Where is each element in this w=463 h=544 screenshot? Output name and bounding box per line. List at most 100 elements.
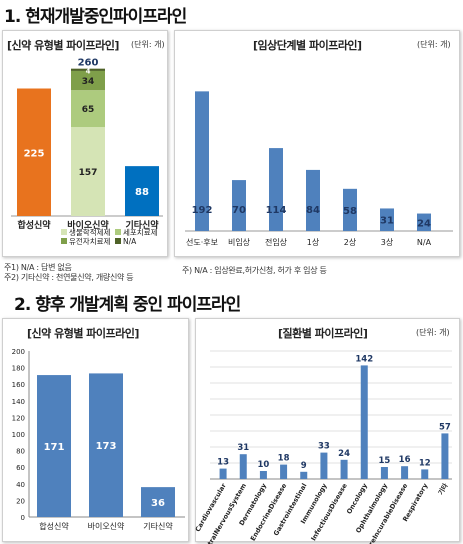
bar-label-phase: 84: [306, 205, 320, 216]
bar-future-type: [141, 487, 175, 517]
chart-d-unit: (단위: 개): [416, 328, 450, 337]
chart-d-svg: 13Cardiovascular31CentralNervousSystem10…: [194, 350, 452, 544]
note-1: 주1) N/A : 답변 없음: [4, 263, 72, 272]
y-tick-label: 60: [16, 464, 25, 472]
category-label-disease: EndocrineDisease: [249, 481, 289, 542]
category-label-phase: 선도·후보: [186, 238, 218, 247]
bar-label-disease: 57: [439, 422, 451, 432]
bar-phase: [232, 180, 246, 231]
bar-segment-bio-3: [71, 70, 105, 91]
bar-segment-bio-2: [71, 90, 105, 128]
bar-phase: [417, 213, 431, 231]
bar-label-disease: 31: [237, 443, 249, 453]
bar-phase: [380, 208, 394, 231]
legend-label: N/A: [123, 237, 137, 246]
note-3: 주) N/A : 임상완료,허가신청, 허가 후 임상 등: [182, 266, 327, 275]
bar-disease: [401, 466, 409, 479]
legend-swatch: [115, 229, 121, 235]
bar-label-disease: 15: [378, 456, 390, 466]
section-title-current: 1. 현재개발중인파이프라인: [4, 7, 187, 27]
y-tick-label: 160: [12, 381, 25, 389]
bar-label-disease: 16: [399, 455, 411, 465]
chart-b-title: [임상단계별 파이프라인]: [253, 39, 362, 52]
segment-label-bio-4: 4: [86, 67, 91, 75]
segment-label-bio-3: 34: [82, 77, 95, 87]
category-label-phase: 비임상: [228, 237, 251, 247]
legend-label: 세포치료제: [123, 228, 158, 237]
category-label-future-type: 바이오신약: [88, 521, 125, 531]
bar-disease: [280, 464, 288, 479]
y-tick-label: 180: [12, 365, 25, 373]
y-tick-label: 100: [12, 431, 25, 439]
bar-label-future-type: 173: [96, 441, 117, 452]
chart-a-title: [신약 유형별 파이프라인]: [7, 39, 119, 52]
category-label: 기타신약: [125, 219, 159, 231]
bar-segment-bio-4: [71, 68, 105, 71]
legend-swatch: [115, 238, 121, 244]
legend-label: 유전자치료제: [69, 236, 110, 246]
y-tick-label: 200: [12, 348, 25, 356]
bar-disease: [259, 471, 267, 479]
bar-label-disease: 12: [419, 458, 431, 468]
bar-future-type: [89, 373, 123, 517]
category-label-phase: 전임상: [265, 237, 288, 247]
bar-label-disease: 10: [257, 460, 269, 470]
panel-disease-future: [질환별 파이프라인] (단위: 개) 13 Cardiovascular 31 Ce…: [194, 318, 460, 544]
category-label-disease: InfectiousDisease: [309, 481, 349, 542]
bar-label-disease: 142: [355, 354, 373, 364]
category-label-phase: N/A: [417, 238, 432, 247]
bar-label-disease: 33: [318, 442, 330, 452]
bar-disease: [300, 471, 308, 479]
bar-future-type: [37, 375, 71, 517]
bar-label-phase: 114: [266, 205, 287, 216]
bar-disease: [320, 452, 328, 479]
bar-label-phase: 58: [343, 206, 357, 217]
bar-disease: [441, 433, 449, 479]
panel-type-future: [신약 유형별 파이프라인] 0 20 40 60 80 100 120 140 160 180 2…: [2, 318, 189, 542]
bar-label-future-type: 171: [44, 442, 65, 453]
bar-phase: [195, 91, 209, 231]
chart-b-unit: (단위: 개): [417, 40, 451, 49]
legend-label: 생물학적제제: [69, 227, 110, 237]
category-label-phase: 1상: [307, 237, 320, 247]
bar-total-bio: 260: [78, 58, 99, 69]
panel-type-current: [신약 유형별 파이프라인] (단위: 개) 225 157 65 34 4 260 88 합…: [2, 30, 168, 257]
chart-c-title: [신약 유형별 파이프라인]: [27, 327, 139, 340]
bar-disease: [421, 469, 429, 479]
note-2: 주2) 기타신약 : 천연물신약, 개량신약 등: [4, 273, 134, 282]
legend-swatch: [61, 229, 67, 235]
chart-b-svg: 192 선도·후보 70 비임상 114 전임상 84 1상 58 2상 31 3상 24 N/A: [185, 91, 453, 247]
bar-label-future-type: 36: [151, 498, 165, 509]
bar-label-phase: 70: [232, 205, 246, 216]
y-tick-label: 80: [16, 448, 25, 456]
y-tick-label: 120: [12, 414, 25, 422]
bar-disease: [340, 459, 348, 479]
category-label-future-type: 합성신약: [39, 521, 69, 531]
y-tick-label: 20: [16, 497, 25, 505]
bar-phase: [306, 169, 320, 231]
bar-label-disease: 13: [217, 458, 229, 468]
bar-label-synthetic: 225: [24, 148, 45, 159]
bar-other: [125, 166, 159, 216]
bar-phase: [343, 188, 357, 231]
bar-synthetic: [17, 88, 51, 216]
bar-disease: [239, 454, 247, 479]
bar-segment-bio-1: [71, 127, 105, 216]
category-label-phase: 2상: [344, 237, 357, 247]
bar-label-disease: 9: [301, 461, 307, 471]
bar-label-other: 88: [135, 187, 149, 198]
bar-disease: [380, 467, 388, 479]
category-label: 바이오신약: [67, 219, 109, 231]
segment-label-bio-2: 65: [82, 105, 95, 115]
bar-phase: [269, 148, 283, 231]
legend-swatch: [61, 238, 67, 244]
bar-disease: [360, 365, 368, 479]
bar-disease: [219, 468, 227, 479]
chart-c-svg: 0 20 40 60 80 100 120 140 160 180 200 171 합성신약 173 바이오…: [12, 348, 185, 531]
category-label-phase: 3상: [381, 237, 394, 247]
bar-label-phase: 31: [380, 216, 394, 227]
section-title-future: 2. 향후 개발계획 중인 파이프라인: [14, 295, 241, 315]
category-label-disease: 기타: [436, 481, 450, 496]
y-tick-label: 140: [12, 398, 25, 406]
